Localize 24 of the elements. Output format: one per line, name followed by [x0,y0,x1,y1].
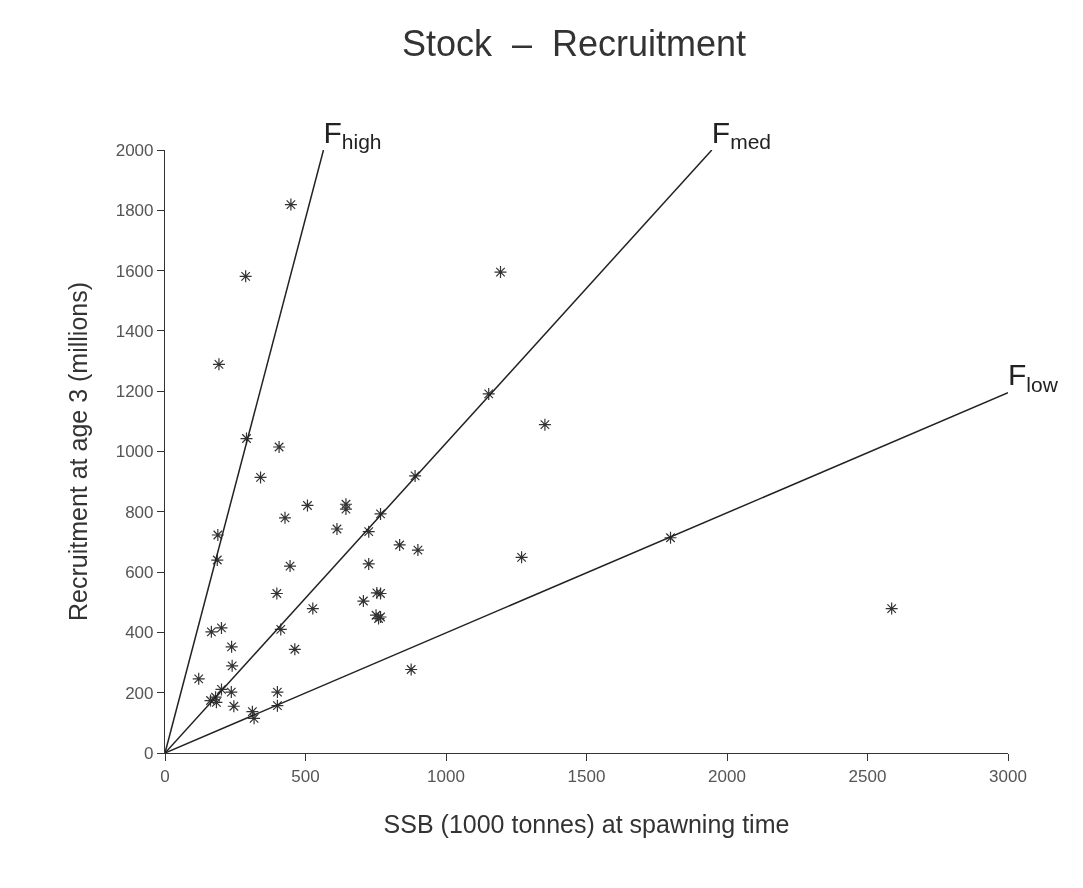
series-label: F$_{med}$ [711,115,772,153]
y-tick-label: 2000 [115,140,154,160]
series-label: F$_{high}$ [323,115,382,153]
y-tick-label: 1600 [115,261,154,281]
chart-title: Stock – Recruitment [401,23,747,65]
y-tick-label: 1000 [115,442,154,462]
y-tick-label: 600 [125,563,154,583]
y-tick-label: 0 [144,743,154,763]
y-tick-label: 1800 [115,201,154,221]
x-tick-label: 2000 [708,766,746,786]
y-axis-title: Recruitment at age 3 (millions) [64,281,93,622]
series-label: F$_{low}$ [1008,358,1059,396]
x-tick-label: 3000 [989,766,1027,786]
x-tick-label: 0 [160,766,170,786]
x-tick-label: 2500 [848,766,887,786]
x-tick-label: 500 [291,766,320,786]
y-tick-label: 1200 [115,382,154,402]
y-tick-label: 200 [125,683,154,703]
y-tick-label: 800 [125,502,154,522]
y-tick-label: 400 [125,623,154,643]
y-tick-label: 1400 [115,321,154,341]
x-tick-label: 1000 [427,766,465,786]
x-tick-label: 1500 [567,766,606,786]
x-axis-title: SSB (1000 tonnes) at spawning time [383,809,790,838]
